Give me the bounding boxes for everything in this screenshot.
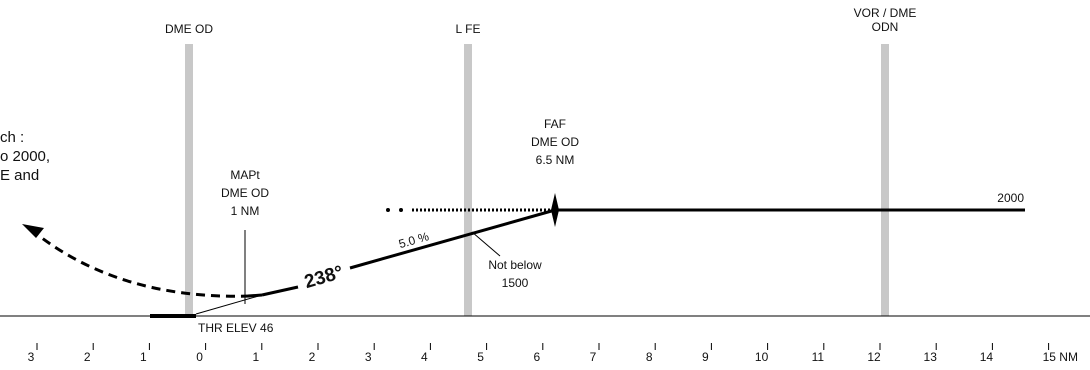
axis-label: 0 <box>196 350 203 364</box>
axis-label: 3 <box>28 350 35 364</box>
minimum-label: 1500 <box>502 276 529 290</box>
note-line: o 2000, <box>0 148 50 165</box>
axis-label: 13 <box>924 350 938 364</box>
axis-label: 5 <box>477 350 484 364</box>
distance-axis: 3 2 1 0 1 2 3 4 5 6 7 8 9 10 11 12 13 14 15 NM <box>28 343 1078 364</box>
faf-marker <box>551 193 559 227</box>
axis-label: 3 <box>365 350 372 364</box>
axis-label: 6 <box>533 350 540 364</box>
axis-label: 2 <box>309 350 316 364</box>
visual-segment <box>195 294 263 315</box>
station-bar <box>464 44 472 316</box>
dot <box>386 208 390 212</box>
axis-label: 12 <box>867 350 881 364</box>
station-label: DME OD <box>165 22 213 36</box>
station-label: VOR / DME <box>854 6 917 20</box>
mapt-label: MAPt <box>230 168 260 182</box>
note-line: ch : <box>0 129 24 146</box>
descent-path <box>261 285 299 297</box>
station-bar <box>185 44 193 316</box>
axis-label: 8 <box>646 350 653 364</box>
axis-label: 9 <box>702 350 709 364</box>
minimum-leader <box>471 231 501 257</box>
axis-label: 1 <box>140 350 147 364</box>
note-line: E and <box>0 167 39 184</box>
missed-approach-path <box>33 230 251 298</box>
altitude-label: 2000 <box>997 191 1024 205</box>
axis-label: 11 <box>812 350 825 364</box>
faf-label: 6.5 NM <box>536 153 575 167</box>
axis-label: 1 <box>252 350 259 364</box>
axis-label: 4 <box>421 350 428 364</box>
mapt-label: DME OD <box>221 186 269 200</box>
course-label: 238° <box>302 262 346 293</box>
faf-label: DME OD <box>531 135 579 149</box>
station-label: L FE <box>456 22 481 36</box>
arrow-head <box>22 224 44 238</box>
axis-label: 10 <box>755 350 769 364</box>
axis-label: 2 <box>84 350 91 364</box>
descent-path <box>247 293 263 298</box>
faf-label: FAF <box>544 117 566 131</box>
threshold-label: THR ELEV 46 <box>198 321 274 335</box>
descent-path <box>349 208 556 270</box>
station-bar <box>881 44 889 316</box>
minimum-label: Not below <box>488 258 542 272</box>
dot <box>399 208 403 212</box>
axis-label: 14 <box>980 350 994 364</box>
mapt-label: 1 NM <box>231 204 260 218</box>
axis-label: 7 <box>590 350 597 364</box>
axis-label: 15 NM <box>1043 350 1078 364</box>
station-label: ODN <box>872 20 899 34</box>
